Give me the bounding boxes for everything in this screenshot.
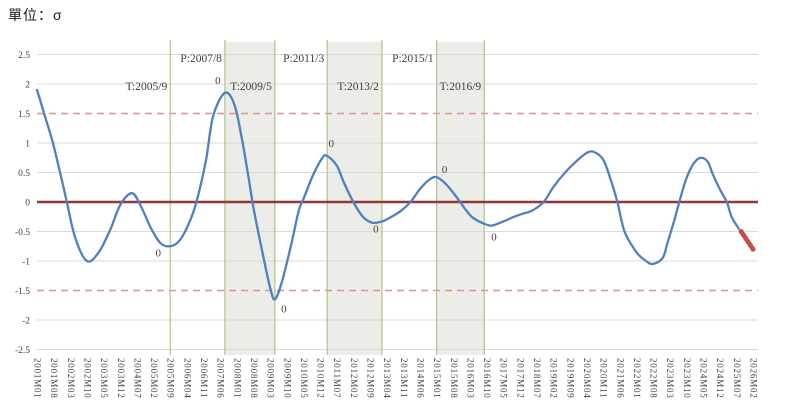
x-tick-label: 2016M10	[482, 358, 492, 399]
x-tick-label: 2026M02	[749, 358, 759, 399]
x-tick-label: 2016M03	[465, 358, 475, 399]
x-tick-label: 2008M01	[232, 358, 242, 399]
turning-point-label: T:2013/2	[337, 81, 379, 93]
turning-point-label: P:2011/3	[283, 53, 324, 65]
x-tick-label: 2015M08	[449, 358, 459, 399]
recession-band	[436, 42, 485, 355]
turning-point-label: T:2005/9	[126, 81, 168, 93]
x-tick-label: 2012M09	[366, 358, 376, 399]
x-tick-label: 2012M02	[349, 358, 359, 399]
forecast-dot	[740, 232, 746, 238]
x-tick-label: 2013M11	[399, 358, 409, 398]
x-tick-label: 2024M05	[699, 358, 709, 399]
x-tick-label: 2009M03	[266, 358, 276, 399]
turning-point-label: P:2007/8	[180, 53, 222, 65]
x-tick-label: 2003M05	[99, 358, 109, 399]
x-tick-label: 2025M07	[732, 358, 742, 399]
x-tick-label: 2022M01	[632, 358, 642, 399]
x-tick-label: 2014M06	[415, 358, 425, 399]
recession-band	[224, 42, 275, 355]
x-tick-label: 2001M01	[33, 358, 43, 399]
annotation-zero: 0	[328, 138, 334, 150]
x-tick-label: 2019M09	[565, 358, 575, 399]
annotation-zero: 0	[491, 232, 497, 244]
x-tick-label: 2022M08	[649, 358, 659, 399]
y-tick-label: 1	[25, 140, 30, 150]
forecast-dot	[738, 229, 744, 234]
x-tick-label: 2023M10	[682, 358, 692, 399]
x-tick-label: 2023M03	[665, 358, 675, 399]
x-tick-label: 2004M07	[132, 358, 142, 399]
forecast-dot	[743, 236, 749, 242]
x-tick-label: 2010M05	[299, 358, 309, 399]
x-tick-label: 2021M06	[615, 358, 625, 399]
annotation-zero: 0	[281, 303, 287, 315]
turning-point-label: T:2016/9	[440, 81, 482, 93]
turning-point-label: T:2009/5	[230, 81, 272, 93]
x-tick-label: 2010M12	[316, 358, 326, 399]
turning-point-label: P:2015/1	[392, 53, 434, 65]
forecast-dot	[750, 246, 756, 252]
x-tick-label: 2020M04	[582, 358, 592, 399]
x-tick-label: 2018M07	[532, 358, 542, 399]
x-tick-label: 2017M05	[499, 358, 509, 399]
x-tick-label: 2002M10	[82, 358, 92, 399]
y-tick-label: -1.5	[15, 287, 30, 297]
x-tick-label: 2007M06	[216, 358, 226, 399]
x-tick-label: 2017M12	[515, 358, 525, 399]
y-tick-label: -0.5	[15, 228, 30, 238]
y-tick-label: 0	[25, 199, 30, 209]
x-tick-label: 2015M01	[432, 358, 442, 399]
x-tick-label: 2005M02	[149, 358, 159, 399]
y-tick-label: -2	[22, 317, 30, 327]
forecast-dot	[745, 239, 751, 245]
y-tick-label: -1	[22, 258, 30, 268]
series-line-indicator	[35, 88, 740, 301]
unit-label: 單位：σ	[8, 7, 63, 23]
x-tick-label: 2006M11	[199, 358, 209, 398]
x-tick-label: 2008M08	[249, 358, 259, 399]
x-tick-label: 2009M10	[282, 358, 292, 399]
x-tick-label: 2001M08	[49, 358, 59, 399]
annotation-zero: 0	[155, 247, 161, 259]
annotation-zero: 0	[442, 164, 448, 176]
y-tick-label: 1.5	[18, 110, 30, 120]
x-tick-label: 2024M12	[715, 358, 725, 399]
x-tick-label: 2003M12	[116, 358, 126, 399]
x-tick-label: 2002M03	[66, 358, 76, 399]
y-tick-label: 0.5	[18, 169, 30, 179]
annotation-zero: 0	[373, 224, 379, 236]
annotation-zero: 0	[215, 75, 221, 87]
x-tick-label: 2011M07	[332, 358, 342, 398]
y-tick-label: 2	[25, 81, 30, 91]
y-tick-label: -2.5	[15, 346, 30, 356]
y-tick-label: 2.5	[18, 51, 30, 61]
x-tick-label: 2020M11	[599, 358, 609, 398]
x-tick-label: 2006M04	[182, 358, 192, 399]
forecast-dot	[748, 243, 754, 249]
x-tick-label: 2013M04	[382, 358, 392, 399]
x-tick-label: 2005M09	[166, 358, 176, 399]
recession-band	[327, 42, 382, 355]
x-tick-label: 2019M02	[549, 358, 559, 399]
